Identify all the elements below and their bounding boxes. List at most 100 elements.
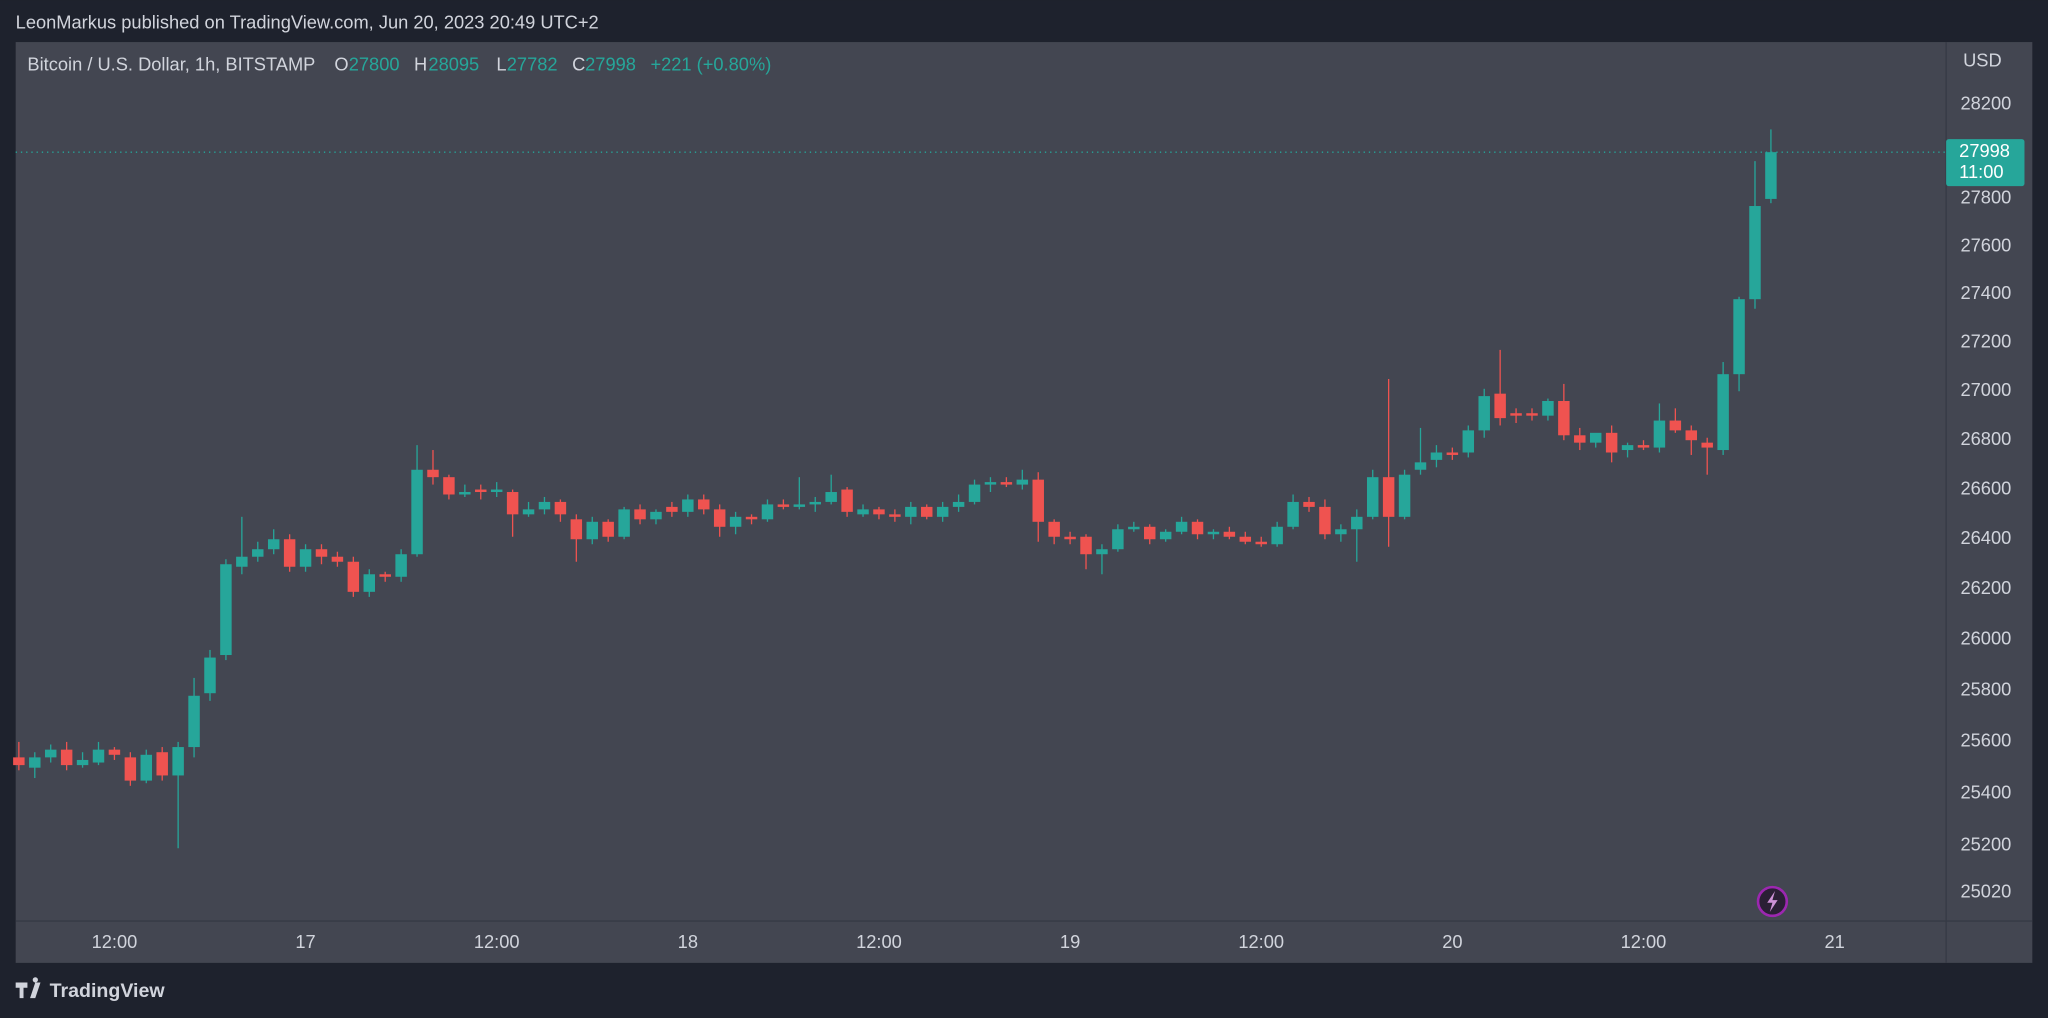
y-tick-label: 27200 <box>1960 330 2011 351</box>
candle-body <box>1398 474 1411 517</box>
candle-body <box>1159 531 1172 540</box>
legend-high: 28095 <box>428 53 479 74</box>
y-tick-label: 27600 <box>1960 234 2011 255</box>
candle-body <box>1048 521 1060 537</box>
candle-body <box>921 506 933 517</box>
candle-body <box>1589 432 1602 443</box>
candle-body <box>1637 445 1650 448</box>
candle-body <box>1414 462 1427 470</box>
candle-body <box>283 539 296 567</box>
y-tick-label: 25400 <box>1960 781 2011 802</box>
candle-body <box>108 749 121 755</box>
candle-body <box>666 506 678 512</box>
currency-label: USD <box>1963 49 2002 70</box>
candle-body <box>1510 413 1522 416</box>
candle-body <box>1303 501 1315 507</box>
y-tick-label: 26800 <box>1960 428 2011 449</box>
candle-body <box>1287 501 1299 527</box>
candle-body <box>331 556 344 562</box>
candle-body <box>411 469 423 555</box>
candle-body <box>1733 299 1745 375</box>
candle-body <box>1462 430 1475 453</box>
legend-low: 27782 <box>507 53 558 74</box>
y-tick-label: 25600 <box>1960 730 2011 751</box>
candle-body <box>1749 206 1761 300</box>
candle-body <box>889 514 901 517</box>
candle-body <box>156 752 168 776</box>
candles <box>13 129 1777 849</box>
y-tick-label: 27400 <box>1960 282 2011 303</box>
candle-body <box>1175 521 1188 532</box>
candle-body <box>984 482 997 485</box>
candle-body <box>1064 536 1076 540</box>
candle-body <box>347 561 360 592</box>
candle-body <box>1191 521 1204 535</box>
candle-body <box>1335 529 1347 535</box>
candle-body <box>602 521 614 537</box>
published-note: LeonMarkus published on TradingView.com,… <box>16 12 599 33</box>
x-tick-label: 12:00 <box>856 931 902 952</box>
y-tick-label: 26200 <box>1960 577 2011 598</box>
x-tick-label: 12:00 <box>1621 931 1667 952</box>
brand-logo <box>15 977 41 999</box>
candle-body <box>1526 413 1538 416</box>
candle-body <box>1255 541 1267 545</box>
candle-body <box>395 554 407 577</box>
candle-body <box>1032 479 1044 522</box>
candle-body <box>777 504 790 507</box>
candle-body <box>1701 442 1713 448</box>
candle-body <box>713 509 726 527</box>
candle-body <box>857 509 869 515</box>
candle-body <box>1542 400 1554 416</box>
candle-body <box>1765 152 1777 199</box>
candle-body <box>1621 445 1634 451</box>
legend-close: 27998 <box>585 53 636 74</box>
lightning-icon <box>1756 885 1789 918</box>
y-tick-label: 25200 <box>1960 833 2011 854</box>
candle-body <box>745 516 758 520</box>
candle-body <box>204 657 216 694</box>
candle-body <box>172 747 184 776</box>
candle-body <box>252 549 264 557</box>
candle-body <box>968 484 981 502</box>
candle-body <box>554 501 567 515</box>
y-tick-label: 26000 <box>1960 628 2011 649</box>
x-tick-label: 19 <box>1060 931 1080 952</box>
candle-body <box>1717 374 1729 451</box>
candle-body <box>315 549 328 557</box>
candle-body <box>299 549 312 567</box>
candle-body <box>1000 482 1013 485</box>
candle-body <box>522 509 535 515</box>
candle-body <box>1351 516 1363 530</box>
x-tick-label: 12:00 <box>474 931 520 952</box>
legend-l: L <box>496 53 506 74</box>
candle-body <box>1271 526 1283 545</box>
candle-body <box>1669 420 1682 431</box>
legend-change: +221 (+0.80%) <box>650 53 771 74</box>
x-tick-label: 12:00 <box>92 931 138 952</box>
legend-o: O <box>334 53 348 74</box>
candle-body <box>1430 452 1443 460</box>
candle-body <box>682 499 694 512</box>
y-tick-label: 25800 <box>1960 678 2011 699</box>
candle-body <box>475 489 487 493</box>
candle-body <box>952 501 965 507</box>
candle-body <box>124 757 137 781</box>
candle-body <box>1446 452 1459 455</box>
candle-body <box>459 492 471 495</box>
candle-body <box>809 501 821 505</box>
candle-body <box>140 754 153 781</box>
candle-body <box>29 757 41 768</box>
candle-body <box>236 556 248 567</box>
candle-body <box>729 516 742 527</box>
bar-countdown: 11:00 <box>1959 161 2003 182</box>
candle-body <box>1016 479 1029 485</box>
y-tick-label: 25020 <box>1960 881 2011 902</box>
candle-body <box>936 506 949 517</box>
candle-body <box>443 477 455 495</box>
candle-body <box>363 574 376 592</box>
candle-body <box>1080 536 1092 555</box>
candle-body <box>538 501 551 510</box>
candle-body <box>1112 529 1124 550</box>
